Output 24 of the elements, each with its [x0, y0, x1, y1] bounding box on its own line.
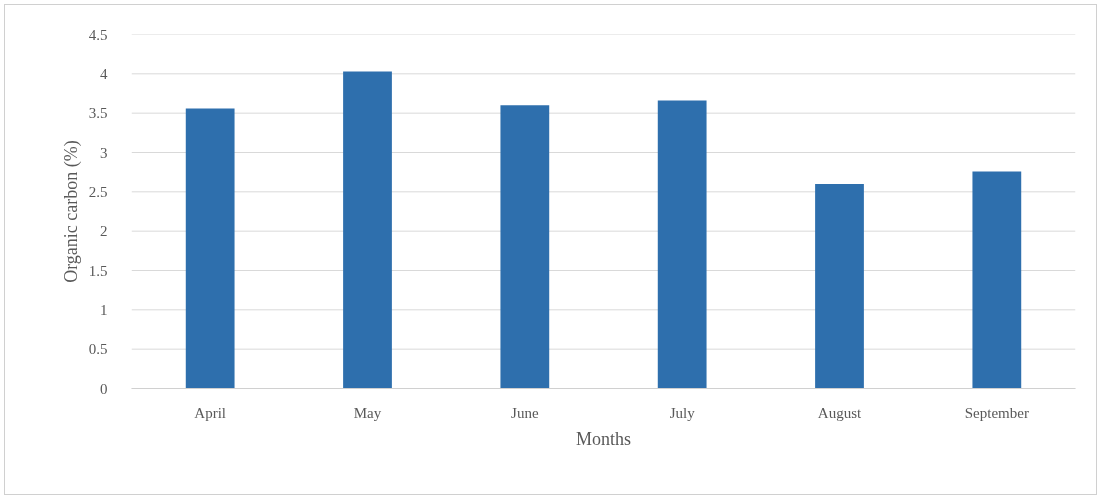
x-tick-label: May — [353, 404, 382, 421]
bar — [500, 105, 550, 389]
x-tick-label: April — [194, 404, 227, 421]
y-tick-label: 2 — [100, 223, 108, 240]
y-tick-label: 1.5 — [88, 262, 108, 279]
y-tick-label: 0.5 — [88, 341, 108, 358]
y-axis-title: Organic carbon (%) — [60, 140, 82, 283]
y-tick-label: 2.5 — [88, 183, 108, 200]
bar — [343, 71, 392, 389]
y-tick-label: 1 — [100, 301, 108, 318]
y-tick-label: 4 — [100, 65, 108, 82]
y-tick-label: 0 — [100, 380, 108, 397]
y-tick-label: 3.5 — [88, 105, 108, 122]
x-tick-label: June — [511, 404, 539, 421]
bar — [657, 100, 707, 389]
x-tick-label: July — [669, 404, 696, 421]
y-tick-label: 3 — [100, 144, 108, 161]
bar — [815, 183, 864, 389]
x-tick-label: August — [817, 404, 862, 421]
bar — [185, 108, 235, 389]
x-tick-label: September — [964, 404, 1029, 421]
x-axis-title: Months — [575, 428, 632, 449]
bar — [972, 171, 1022, 389]
y-tick-label: 4.5 — [88, 26, 108, 43]
